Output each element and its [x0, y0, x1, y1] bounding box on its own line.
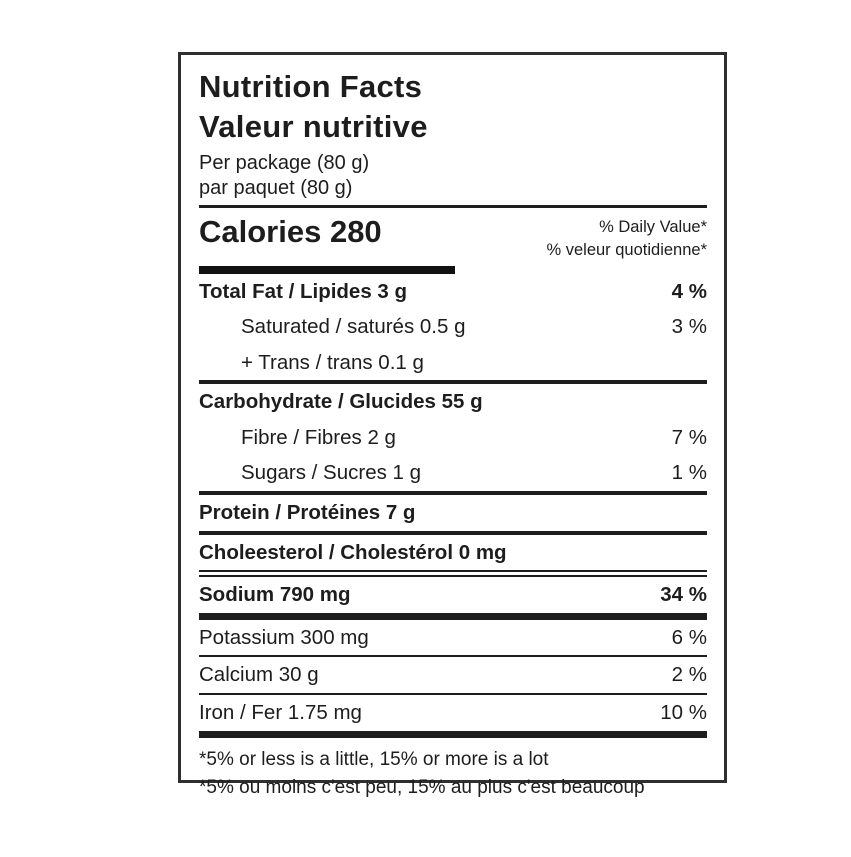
nutrient-name: Fibre / Fibres 2 g	[241, 425, 396, 449]
nutrient-percent: 3 %	[671, 315, 707, 339]
label-title-en: Nutrition Facts	[199, 69, 423, 104]
divider-after-serving	[199, 204, 707, 208]
nutrient-name: Sodium 790 mg	[199, 583, 351, 607]
nutrient-name: Carbohydrate / Glucides 55 g	[199, 390, 483, 414]
nutrient-name: Sugars / Sucres 1 g	[241, 461, 422, 485]
divider-thick	[199, 612, 707, 620]
divider-medium	[199, 380, 707, 385]
nutrient-row: Fibre / Fibres 2 g 7 %	[199, 420, 707, 456]
divider-double	[199, 570, 707, 578]
divider-thin	[199, 655, 707, 658]
nutrient-name: Calcium 30 g	[199, 663, 319, 687]
nutrient-percent: 34 %	[660, 583, 707, 607]
label-title-fr: Valeur nutritive	[199, 109, 428, 145]
divider-thick-partial	[199, 265, 455, 274]
nutrient-row: Sugars / Sucres 1 g 1 %	[199, 455, 707, 491]
nutrient-percent: 1 %	[671, 461, 707, 485]
nutrient-name: Total Fat / Lipides 3 g	[199, 279, 408, 303]
serving-size-en: Per package (80 g)	[199, 151, 370, 174]
nutrient-percent: 6 %	[671, 625, 707, 649]
nutrient-row: Calcium 30 g 2 %	[199, 657, 707, 693]
serving-size-fr: par paquet (80 g)	[199, 176, 353, 199]
nutrient-row: + Trans / trans 0.1 g	[199, 345, 707, 381]
nutrient-name: Protein / Protéines 7 g	[199, 501, 416, 525]
daily-value-heading-en: % Daily Value*	[599, 217, 707, 236]
nutrient-name: Choleesterol / Cholestérol 0 mg	[199, 540, 507, 564]
nutrient-rows: Total Fat / Lipides 3 g 4 % Saturated / sa…	[199, 274, 707, 738]
nutrient-percent: 2 %	[671, 663, 707, 687]
nutrient-row: Potassium 300 mg 6 %	[199, 620, 707, 656]
nutrient-percent: 10 %	[660, 701, 707, 725]
footnote-fr: *5% ou moins c'est peu, 15% au plus c'es…	[199, 777, 645, 799]
divider-medium	[199, 530, 707, 535]
nutrient-row: Protein / Protéines 7 g	[199, 495, 707, 531]
divider-thick	[199, 730, 707, 738]
calories-value: Calories 280	[199, 213, 382, 249]
nutrient-percent: 4 %	[671, 279, 707, 303]
nutrient-name: Saturated / saturés 0.5 g	[241, 315, 466, 339]
nutrient-name: Iron / Fer 1.75 mg	[199, 701, 362, 725]
divider-medium	[199, 491, 707, 496]
nutrition-facts-label: Nutrition Facts Valeur nutritive Per pac…	[178, 52, 727, 798]
nutrient-percent: 7 %	[671, 425, 707, 449]
nutrient-name: Potassium 300 mg	[199, 625, 369, 649]
nutrient-row: Saturated / saturés 0.5 g 3 %	[199, 309, 707, 345]
nutrient-row: Iron / Fer 1.75 mg 10 %	[199, 695, 707, 731]
nutrient-row: Total Fat / Lipides 3 g 4 %	[199, 274, 707, 310]
nutrient-row: Carbohydrate / Glucides 55 g	[199, 384, 707, 420]
calories-row: Calories 280 % Daily Value* % veleur quo…	[199, 213, 707, 262]
daily-value-heading-fr: % veleur quotidienne*	[546, 240, 707, 259]
daily-value-heading: % Daily Value* % veleur quotidienne*	[546, 213, 707, 262]
footnote-en: *5% or less is a little, 15% or more is …	[199, 748, 549, 770]
nutrient-name: + Trans / trans 0.1 g	[241, 350, 424, 374]
divider-thin	[199, 693, 707, 696]
nutrient-row: Sodium 790 mg 34 %	[199, 577, 707, 613]
nutrient-row: Choleesterol / Cholestérol 0 mg	[199, 535, 707, 571]
